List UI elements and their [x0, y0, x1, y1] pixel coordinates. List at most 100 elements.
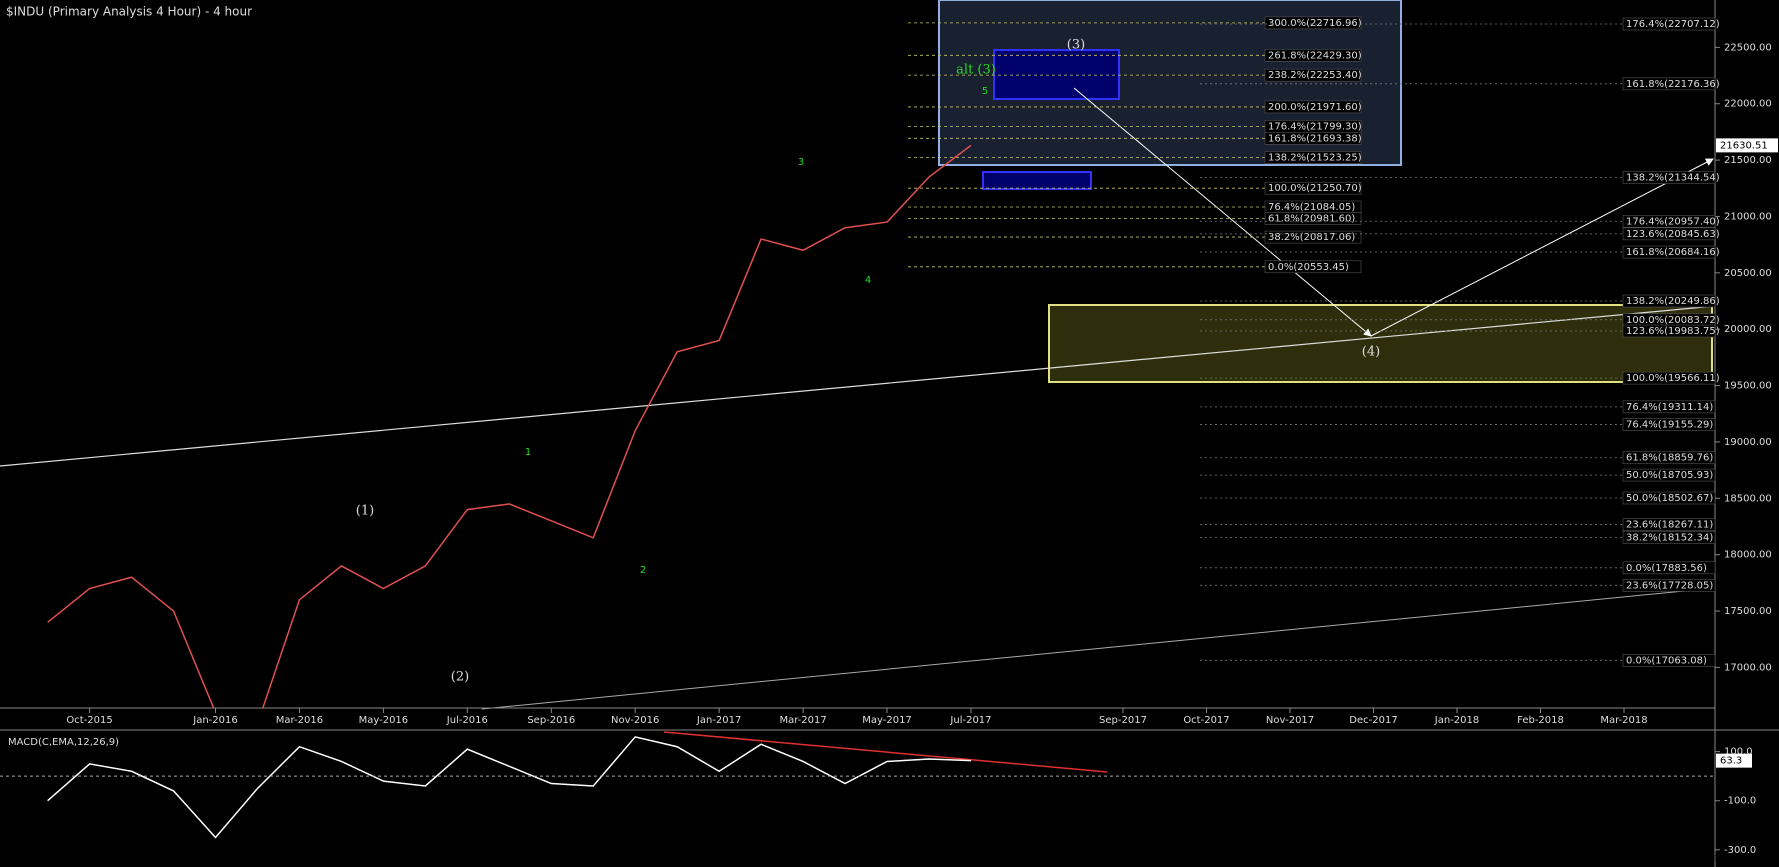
wave-label: alt (3)	[956, 63, 996, 78]
y-tick-label: 17000.00	[1724, 662, 1772, 673]
y-tick-label: 18500.00	[1724, 493, 1772, 504]
fib-label-bg	[1264, 68, 1362, 82]
macd-line-group	[47, 736, 971, 839]
fib-label: 161.8%(21693.38)	[1268, 133, 1362, 144]
x-tick-label: Feb-2018	[1517, 715, 1564, 726]
wave-label: (4)	[1362, 345, 1380, 360]
fib-label-bg	[1622, 171, 1716, 184]
current-price: 21630.51	[1720, 140, 1768, 151]
macd-line	[47, 736, 971, 839]
fib-label-bg	[1622, 654, 1716, 667]
fib-label: 176.4%(21799.30)	[1268, 121, 1362, 132]
fib-label-bg	[1622, 17, 1716, 31]
y-tick-label: 100.0	[1724, 747, 1753, 758]
fib-label-bg	[1264, 131, 1362, 145]
fib-label-bg	[1622, 531, 1716, 544]
fib-label: 23.6%(18267.11)	[1626, 520, 1713, 531]
current-macd: 63.3	[1720, 756, 1742, 767]
x-tick-label: Jan-2016	[192, 715, 237, 726]
fib-label: 176.4%(20957.40)	[1626, 216, 1720, 227]
support-box	[982, 171, 1092, 190]
x-tick-label: Oct-2015	[66, 715, 112, 726]
trend-line	[0, 305, 1716, 467]
macd-tag-bg	[1716, 753, 1752, 768]
fib-label-bg	[1622, 468, 1716, 482]
x-tick-label: Sep-2016	[527, 715, 575, 726]
fib-label: 161.8%(22176.36)	[1626, 79, 1720, 90]
wave-label: 2	[640, 565, 646, 576]
fib-label: 76.4%(21084.05)	[1268, 202, 1355, 213]
x-tick-label: Mar-2016	[276, 715, 323, 726]
fib-label: 61.8%(18859.76)	[1626, 453, 1713, 464]
fib-label: 238.2%(22253.40)	[1268, 70, 1362, 81]
price-line	[47, 144, 972, 708]
wave-label: 1	[525, 447, 531, 458]
fib-label-bg	[1622, 245, 1716, 259]
fib-label: 50.0%(18502.67)	[1626, 493, 1713, 504]
x-tick-label: Sep-2017	[1099, 715, 1147, 726]
fib-label: 123.6%(19983.75)	[1626, 326, 1720, 337]
wave-label: (1)	[356, 504, 374, 519]
y-tick-label: 21500.00	[1724, 155, 1772, 166]
y-tick-label: -100.0	[1724, 796, 1756, 807]
fib-label: 138.2%(20249.86)	[1626, 296, 1720, 307]
y-tick-label: 18000.00	[1724, 550, 1772, 561]
wave4-zone	[1048, 304, 1713, 383]
macd-title: MACD(C,EMA,12,26,9)	[8, 737, 119, 748]
fib-label: 300.0%(22716.96)	[1268, 18, 1362, 29]
y-tick-label: 17500.00	[1724, 606, 1772, 617]
fib-label-bg	[1622, 579, 1716, 592]
fib-label: 50.0%(18705.93)	[1626, 470, 1713, 481]
fib-label-bg	[1622, 418, 1716, 431]
fib-label-bg	[1264, 49, 1362, 62]
divergence-line	[663, 731, 1108, 773]
fib-label-bg	[1264, 16, 1362, 30]
wave-label: 5	[982, 86, 988, 97]
x-tick-label: Jan-2018	[1434, 715, 1479, 726]
x-tick-label: Nov-2017	[1266, 715, 1314, 726]
x-tick-label: Mar-2017	[779, 715, 826, 726]
price-tag-bg	[1716, 138, 1778, 153]
fib-label: 138.2%(21344.54)	[1626, 173, 1720, 184]
target-box	[993, 49, 1120, 100]
fib-label: 176.4%(22707.12)	[1626, 19, 1720, 30]
fib-label: 0.0%(20553.45)	[1268, 262, 1349, 273]
fib-label-bg	[1622, 518, 1716, 531]
fib-label: 138.2%(21523.25)	[1268, 152, 1362, 163]
projection-arrow	[1370, 158, 1714, 337]
y-tick-label: 19000.00	[1724, 437, 1772, 448]
fib-label-bg	[1264, 100, 1362, 114]
fib-label: 100.0%(21250.70)	[1268, 183, 1362, 194]
fib-label: 123.6%(20845.63)	[1626, 229, 1720, 240]
fib-label: 100.0%(20083.72)	[1626, 315, 1720, 326]
chart-title: $INDU (Primary Analysis 4 Hour) - 4 hour	[6, 5, 252, 19]
x-tick-label: May-2016	[359, 715, 409, 726]
fib-label: 0.0%(17063.08)	[1626, 655, 1707, 666]
x-tick-label: Nov-2016	[611, 715, 659, 726]
y-tick-label: 20000.00	[1724, 324, 1772, 335]
x-tick-label: Jul-2017	[949, 715, 991, 726]
y-tick-label: 22500.00	[1724, 42, 1772, 53]
fib-label: 38.2%(20817.06)	[1268, 232, 1355, 243]
fib-label-bg	[1622, 491, 1716, 505]
watermark: motivewave.com	[1674, 854, 1751, 864]
trend-line	[481, 587, 1716, 710]
x-tick-label: May-2017	[862, 715, 912, 726]
fib-label-bg	[1622, 400, 1716, 414]
fib-label: 100.0%(19566.11)	[1626, 373, 1720, 384]
fib-label: 161.8%(20684.16)	[1626, 247, 1720, 258]
wave-label: 4	[865, 275, 871, 286]
fib-label-bg	[1622, 451, 1716, 465]
price-line-group	[47, 144, 972, 708]
fib-label-bg	[1622, 77, 1716, 91]
y-tick-label: 21000.00	[1724, 211, 1772, 222]
x-tick-label: Dec-2017	[1349, 715, 1397, 726]
x-tick-label: Jul-2016	[446, 715, 488, 726]
fib-label-bg	[1622, 371, 1716, 385]
y-tick-label: -300.0	[1724, 845, 1756, 856]
fib-label-bg	[1264, 181, 1362, 195]
fib-label-bg	[1264, 151, 1362, 164]
fib-label-bg	[1622, 561, 1716, 575]
fib-label: 61.8%(20981.60)	[1268, 214, 1355, 225]
